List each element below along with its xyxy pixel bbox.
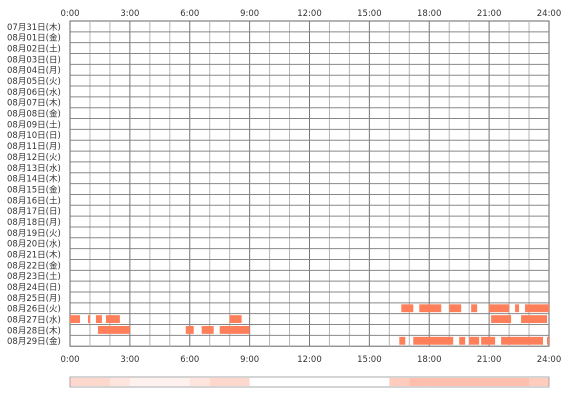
daily-overview-bar [69,376,550,388]
overview-cell [469,378,490,386]
bottom-time-label: 0:00 [60,355,79,365]
top-time-label: 15:00 [357,9,382,19]
overview-cell [70,378,90,386]
overview-cell [409,378,430,386]
top-time-label: 0:00 [60,9,79,19]
date-label: 08月09日(土) [7,119,61,130]
date-row-labels: 07月31日(木)08月01日(金)08月02日(土)08月03日(日)08月0… [7,22,61,347]
overview-cell [509,378,530,386]
date-label: 08月19日(火) [7,229,61,239]
overview-frame [69,376,550,388]
bottom-time-label: 21:00 [477,355,502,365]
overview-cell [129,378,150,386]
overview-cell [149,378,170,386]
bottom-time-label: 6:00 [180,355,199,365]
date-label: 08月01日(金) [7,33,61,44]
activity-bar [459,336,466,345]
overview-cell [189,378,210,386]
date-label: 08月11日(月) [7,142,61,152]
activity-bar [413,336,454,345]
overview-cell [429,378,450,386]
activity-bar [219,326,250,334]
bottom-time-label: 18:00 [417,355,442,365]
date-label: 08月24日(日) [7,283,61,293]
overview-cell [109,378,130,386]
date-label: 08月13日(水) [7,163,61,174]
bottom-time-label: 3:00 [120,355,139,365]
date-label: 08月23日(土) [7,271,61,282]
activity-bar [70,315,80,324]
bottom-time-label: 15:00 [357,355,382,365]
activity-bar [229,315,242,324]
date-label: 08月22日(金) [7,260,61,271]
date-label: 08月18日(月) [7,218,61,228]
activity-bar [95,315,102,324]
activity-bar [87,315,90,324]
date-label: 08月25日(月) [7,294,61,304]
top-time-label: 12:00 [297,9,322,19]
activity-bar [105,315,120,324]
date-label: 08月14日(木) [7,174,61,185]
date-label: 08月06日(水) [7,87,61,98]
date-label: 08月26日(火) [7,305,61,315]
date-label: 08月04日(月) [7,66,61,76]
date-label: 08月07日(木) [7,98,61,109]
date-label: 08月15日(金) [7,184,61,195]
activity-bar [401,304,414,313]
activity-bar [547,336,549,345]
date-label: 08月21日(木) [7,249,61,260]
date-label: 08月02日(土) [7,44,61,55]
top-time-label: 18:00 [417,9,442,19]
top-time-label: 21:00 [477,9,502,19]
date-label: 08月16日(土) [7,195,61,206]
activity-bar [501,336,544,345]
overview-cell [389,378,410,386]
date-label: 08月05日(火) [7,77,61,87]
top-time-label: 3:00 [120,9,139,19]
top-time-label: 9:00 [240,9,259,19]
date-label: 08月12日(火) [7,153,61,163]
activity-bar [515,304,520,313]
activity-bar [521,315,548,324]
activity-bar [491,315,512,324]
bottom-time-label: 12:00 [297,355,322,365]
date-label: 08月08日(金) [7,109,61,120]
date-label: 08月27日(水) [7,315,61,326]
bottom-time-label: 24:00 [537,355,562,365]
activity-bar [525,304,549,313]
activity-bar [469,336,480,345]
date-label: 08月03日(日) [7,55,61,65]
activity-bar [201,326,214,334]
activity-bar [481,336,496,345]
top-time-label: 24:00 [537,9,562,19]
bottom-time-axis: 0:00 3:00 6:00 9:00 12:00 15:00 18:00 21:00 24:0… [60,355,561,365]
activity-bar [471,304,478,313]
activity-bar [449,304,462,313]
overview-cell [529,378,549,386]
top-time-axis: 0:00 3:00 6:00 9:00 12:00 15:00 18:00 21:00 24:0… [60,9,561,19]
activity-bar [185,326,194,334]
overview-cell [449,378,470,386]
activity-bar [399,336,406,345]
date-label: 08月28日(木) [7,325,61,336]
date-label: 08月29日(金) [7,336,61,347]
activity-bar [97,326,130,334]
date-label: 08月17日(日) [7,207,61,217]
overview-cell [169,378,190,386]
top-time-label: 6:00 [180,9,199,19]
activity-bars [70,304,549,345]
date-label: 08月10日(日) [7,131,61,141]
overview-cell [209,378,230,386]
bottom-time-label: 9:00 [240,355,259,365]
date-label: 08月20日(水) [7,239,61,250]
overview-cell [89,378,110,386]
date-label: 07月31日(木) [7,22,61,33]
overview-cell [489,378,510,386]
overview-cell [229,378,250,386]
activity-bar [489,304,510,313]
activity-bar [419,304,442,313]
heatmap-grid [69,20,550,347]
